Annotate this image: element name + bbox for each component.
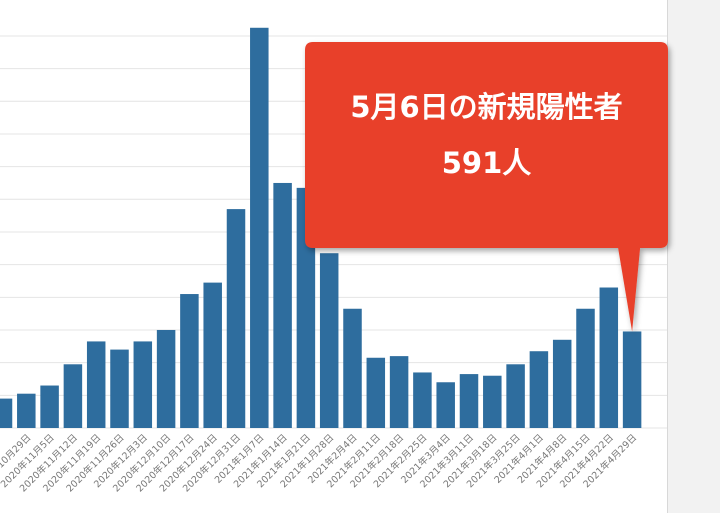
bar [366,357,386,428]
bar [529,351,549,428]
bar [506,364,525,428]
bar [40,385,59,428]
bar [273,182,292,428]
callout-box [305,42,668,332]
bar [17,393,36,428]
bar [296,187,316,428]
bar [203,282,222,428]
bar [599,287,619,428]
bar [86,341,106,428]
bar [319,253,339,428]
bar [552,339,572,428]
bar [343,308,362,428]
bar [459,374,479,428]
bar [0,398,13,428]
bar [110,349,129,428]
bar [226,209,246,428]
bar [436,382,455,428]
bar [156,329,176,428]
callout-text: 5月6日の新規陽性者 [350,90,622,124]
bar [483,375,502,428]
bar [63,364,83,428]
side-panel [668,0,720,513]
bars [0,27,642,428]
bar [133,341,153,428]
bar [250,27,269,428]
bar [389,356,409,428]
callout-text: 591人 [442,146,532,180]
bar [622,331,642,428]
bar [413,372,432,428]
bar [576,308,595,428]
bar [180,294,199,428]
callout: 5月6日の新規陽性者 591人 [305,42,668,332]
x-labels: 2020年10月29日2020年11月5日2020年11月12日2020年11月… [0,432,639,495]
